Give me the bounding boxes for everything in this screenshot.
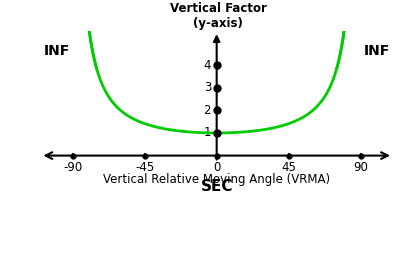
Text: SEC: SEC xyxy=(200,179,233,194)
Text: 0: 0 xyxy=(213,161,220,174)
Text: -45: -45 xyxy=(135,161,154,174)
Text: 1: 1 xyxy=(204,127,211,139)
Text: 3: 3 xyxy=(204,81,211,94)
Text: Vertical Factor
(y-axis): Vertical Factor (y-axis) xyxy=(170,2,267,30)
Text: 4: 4 xyxy=(204,59,211,72)
Text: INF: INF xyxy=(364,44,390,58)
Text: 90: 90 xyxy=(354,161,368,174)
Text: 2: 2 xyxy=(204,104,211,117)
Text: -90: -90 xyxy=(63,161,82,174)
Text: INF: INF xyxy=(43,44,70,58)
Text: 45: 45 xyxy=(281,161,296,174)
Text: Vertical Relative Moving Angle (VRMA): Vertical Relative Moving Angle (VRMA) xyxy=(103,173,330,186)
